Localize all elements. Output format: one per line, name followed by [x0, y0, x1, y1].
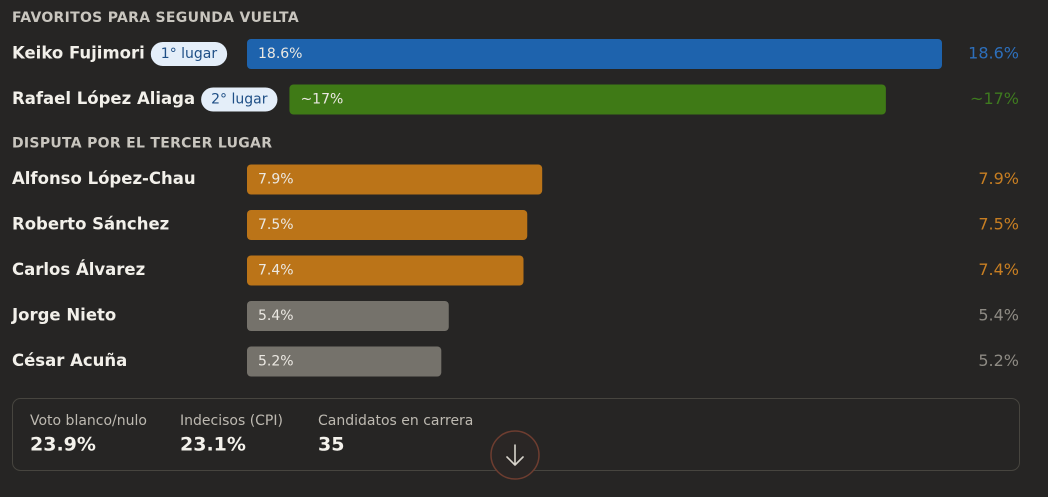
- stat-value: 23.1%: [180, 434, 246, 456]
- bar-label: 7.4%: [258, 263, 294, 279]
- bar-label: 18.6%: [258, 46, 302, 62]
- stat-value: 35: [318, 434, 344, 456]
- rank-badge: [150, 42, 228, 66]
- arrow-down-icon: [506, 444, 524, 466]
- stat-label: Indecisos (CPI): [180, 413, 283, 429]
- bar: [247, 210, 528, 240]
- bar: [289, 84, 886, 115]
- bar-label: 5.2%: [258, 354, 294, 370]
- value-label: ~17%: [970, 89, 1019, 108]
- candidate-name: Alfonso López-Chau: [12, 169, 196, 188]
- value-label: 7.5%: [978, 215, 1019, 234]
- section-title: DISPUTA POR EL TERCER LUGAR: [12, 136, 272, 152]
- value-label: 5.4%: [978, 306, 1019, 325]
- rank-badge-label: 1° lugar: [161, 46, 218, 62]
- value-label: 5.2%: [978, 351, 1019, 370]
- bar: [247, 39, 942, 69]
- rank-badge: [201, 87, 278, 112]
- section-title: FAVORITOS PARA SEGUNDA VUELTA: [12, 10, 299, 26]
- rank-badge-label: 2° lugar: [211, 92, 268, 108]
- candidate-name: Jorge Nieto: [11, 306, 116, 325]
- candidate-name: Roberto Sánchez: [12, 215, 169, 234]
- bar-label: 7.5%: [258, 217, 294, 233]
- bar-label: ~17%: [300, 92, 343, 108]
- bar: [247, 164, 543, 195]
- bar: [247, 346, 442, 377]
- value-label: 18.6%: [968, 44, 1019, 63]
- stat-value: 23.9%: [30, 434, 96, 456]
- candidate-name: Keiko Fujimori: [12, 44, 145, 63]
- bar: [247, 255, 524, 286]
- candidate-name: Carlos Álvarez: [12, 260, 145, 279]
- candidate-name: César Acuña: [12, 351, 127, 370]
- value-label: 7.4%: [978, 260, 1019, 279]
- candidate-name: Rafael López Aliaga: [12, 89, 195, 108]
- bar-label: 5.4%: [258, 308, 294, 324]
- stat-label: Candidatos en carrera: [318, 413, 473, 429]
- bar-label: 7.9%: [258, 172, 294, 188]
- bar: [247, 301, 449, 331]
- value-label: 7.9%: [978, 169, 1019, 188]
- stat-label: Voto blanco/nulo: [30, 413, 147, 429]
